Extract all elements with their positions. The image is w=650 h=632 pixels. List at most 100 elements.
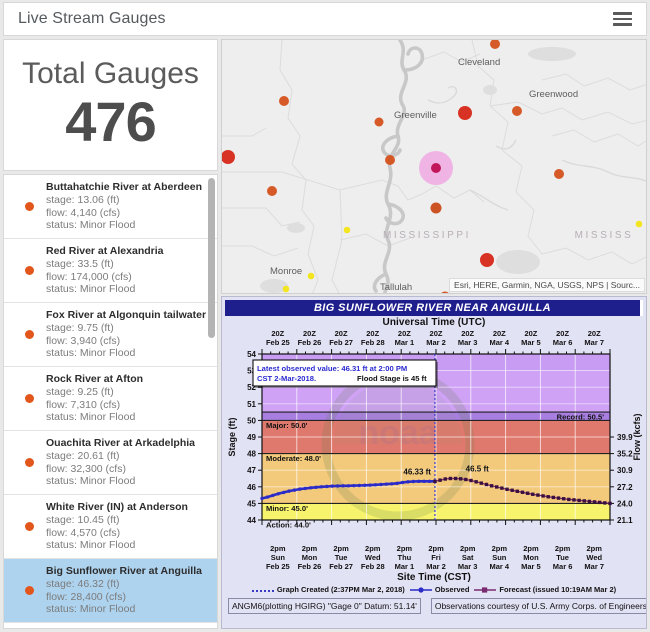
- y2-tick-label: 35.2: [617, 450, 633, 459]
- callout-flood-stage: Flood Stage is 45 ft: [357, 374, 427, 383]
- chart-plot-area[interactable]: noaa Record: 50.5' Major: 50.0' Moderate: 4…: [222, 348, 646, 544]
- y-tick-label: 45: [247, 499, 256, 508]
- threshold-label: Minor: 45.0': [266, 504, 308, 513]
- map-gauge-marker[interactable]: [480, 253, 494, 267]
- status-dot-wrap: [12, 586, 46, 595]
- map-gauge-marker[interactable]: [554, 169, 564, 179]
- utc-tick-label: 20Z Mar 6: [552, 329, 573, 347]
- gauge-list[interactable]: Buttahatchie River at Aberdeen stage: 13.…: [3, 174, 218, 629]
- total-gauges-card: Total Gauges 476: [3, 39, 218, 171]
- gauge-list-item[interactable]: Ouachita River at Arkadelphia stage: 20.6…: [4, 431, 217, 495]
- utc-tick-label: 20Z Feb 27: [329, 329, 353, 347]
- status-dot-icon: [24, 266, 34, 275]
- gauge-flow: flow: 3,940 (cfs): [46, 334, 121, 347]
- data-point-annotation: 46.5 ft: [466, 465, 489, 474]
- gauge-stage: stage: 10.45 (ft): [46, 514, 120, 527]
- gauge-status: status: Minor Flood: [46, 283, 136, 296]
- gauge-stage: stage: 13.06 (ft): [46, 194, 120, 207]
- gauge-status: status: Minor Flood: [46, 539, 136, 552]
- map-city-label: Monroe: [270, 266, 302, 277]
- site-tick-label: 2pm Tue Feb 27: [329, 544, 353, 571]
- map-canvas[interactable]: Cleveland Greenwood Greenville Monroe Tallul…: [222, 40, 647, 294]
- gauge-stage: stage: 20.61 (ft): [46, 450, 120, 463]
- map-gauge-marker[interactable]: [430, 202, 442, 214]
- utc-tick-label: 20Z Mar 3: [457, 329, 478, 347]
- latest-value-callout: Latest observed value: 46.31 ft at 2:00 …: [252, 359, 438, 388]
- chart-footnote: ANGM6(plotting HGIRG) "Gage 0" Datum: 51…: [228, 598, 421, 614]
- callout-line-1: Latest observed value: 46.31 ft at 2:00 …: [257, 364, 407, 373]
- gauge-list-item[interactable]: Buttahatchie River at Aberdeen stage: 13.…: [4, 175, 217, 239]
- utc-tick-label: 20Z Feb 25: [265, 329, 290, 347]
- map-gauge-marker[interactable]: [307, 272, 315, 280]
- hamburger-icon[interactable]: [611, 8, 634, 30]
- y2-tick-label: 27.2: [617, 483, 633, 492]
- map-selected-marker[interactable]: [431, 163, 441, 173]
- map-gauge-marker[interactable]: [343, 226, 351, 234]
- gauge-status: status: Minor Flood: [46, 219, 136, 232]
- app-header: Live Stream Gauges: [3, 2, 647, 36]
- map-gauge-marker[interactable]: [635, 220, 643, 228]
- y-tick-label: 52: [247, 383, 256, 392]
- y-tick-label: 54: [247, 350, 256, 359]
- map-gauge-marker[interactable]: [440, 291, 451, 295]
- gauge-list-item[interactable]: Fox River at Algonquin tailwater stage: 9…: [4, 303, 217, 367]
- map-state-label: MISSISSIPPI: [383, 230, 471, 241]
- gauge-list-item[interactable]: Coldwater River at Arkabutla Damstage: 2…: [4, 623, 217, 628]
- site-tick-label: 2pm Wed Mar 7: [584, 544, 605, 571]
- map-gauge-marker[interactable]: [385, 155, 395, 165]
- site-tick-label: 2pm Wed Feb 28: [360, 544, 385, 571]
- map-city-label: Tallulah: [380, 282, 412, 293]
- gauge-status: status: Minor Flood: [46, 475, 136, 488]
- y-tick-label: 46: [247, 483, 256, 492]
- chart-plot-svg[interactable]: noaa Record: 50.5' Major: 50.0' Moderate: 4…: [222, 348, 647, 544]
- status-dot-wrap: [12, 330, 46, 339]
- chart-footnote: Observations courtesy of U.S. Army Corps…: [430, 598, 646, 614]
- page-title: Live Stream Gauges: [18, 10, 166, 27]
- map-gauge-marker[interactable]: [374, 117, 384, 127]
- gauge-list-item[interactable]: Red River at Alexandria stage: 33.5 (ft) f…: [4, 239, 217, 303]
- site-tick-label: 2pm Thu Mar 1: [394, 544, 415, 571]
- status-dot-icon: [24, 458, 34, 467]
- legend-swatch-icon: [409, 586, 432, 594]
- gauge-map[interactable]: Cleveland Greenwood Greenville Monroe Tallul…: [221, 39, 647, 294]
- threshold-label: Moderate: 48.0': [266, 454, 321, 463]
- legend-entry: Graph Created (2:37PM Mar 2, 2018): [251, 585, 405, 594]
- site-tick-label: 2pm Fri Mar 2: [426, 544, 446, 571]
- map-labels: Cleveland Greenwood Greenville Monroe Tallul…: [270, 57, 631, 293]
- threshold-label: Major: 50.0': [266, 421, 308, 430]
- map-gauge-marker[interactable]: [458, 106, 472, 120]
- map-gauge-marker[interactable]: [279, 96, 289, 106]
- map-gauge-marker[interactable]: [282, 285, 290, 293]
- map-gauge-marker[interactable]: [222, 150, 235, 164]
- gauge-list-scrollbar[interactable]: [208, 178, 215, 338]
- forecast-series: [433, 476, 612, 506]
- data-annotations: 46.33 ft 46.5 ft: [403, 465, 489, 477]
- gauge-status: status: Minor Flood: [46, 603, 136, 616]
- chart-title: BIG SUNFLOWER RIVER NEAR ANGUILLA: [225, 300, 643, 316]
- y2-tick-label: 21.1: [617, 516, 633, 525]
- map-gauge-marker[interactable]: [267, 186, 277, 196]
- gauge-list-item[interactable]: Rock River at Afton stage: 9.25 (ft) flow:…: [4, 367, 217, 431]
- gauge-list-item[interactable]: White River (IN) at Anderson stage: 10.45…: [4, 495, 217, 559]
- chart-utc-label: Universal Time (UTC): [382, 317, 486, 328]
- legend-entry: Observed: [409, 585, 469, 594]
- utc-tick-label: 20Z Mar 5: [521, 329, 541, 347]
- svg-text:noaa: noaa: [358, 414, 438, 452]
- map-city-label: Greenwood: [529, 89, 578, 100]
- gauge-name: Rock River at Afton: [46, 373, 144, 386]
- gauge-flow: flow: 4,570 (cfs): [46, 526, 121, 539]
- callout-line-2: CST 2-Mar-2018.: [257, 374, 316, 383]
- map-gauge-marker[interactable]: [512, 106, 522, 116]
- data-point-annotation: 46.33 ft: [403, 467, 431, 476]
- chart-legend: Graph Created (2:37PM Mar 2, 2018) Observ…: [222, 585, 646, 594]
- y2-tick-label: 30.9: [617, 466, 633, 475]
- utc-tick-label: 20Z Feb 26: [297, 329, 322, 347]
- map-city-label: Greenville: [394, 110, 437, 121]
- site-tick-label: 2pm Mon Mar 5: [521, 544, 541, 571]
- hydrograph-chart[interactable]: BIG SUNFLOWER RIVER NEAR ANGUILLA Univer…: [221, 296, 647, 629]
- gauge-text: Ouachita River at Arkadelphia stage: 20.6…: [46, 437, 213, 488]
- gauge-name: Big Sunflower River at Anguilla: [46, 565, 202, 578]
- status-dot-icon: [24, 330, 34, 339]
- map-gauge-marker[interactable]: [490, 40, 500, 49]
- gauge-list-item[interactable]: Big Sunflower River at Anguilla stage: 46…: [4, 559, 217, 623]
